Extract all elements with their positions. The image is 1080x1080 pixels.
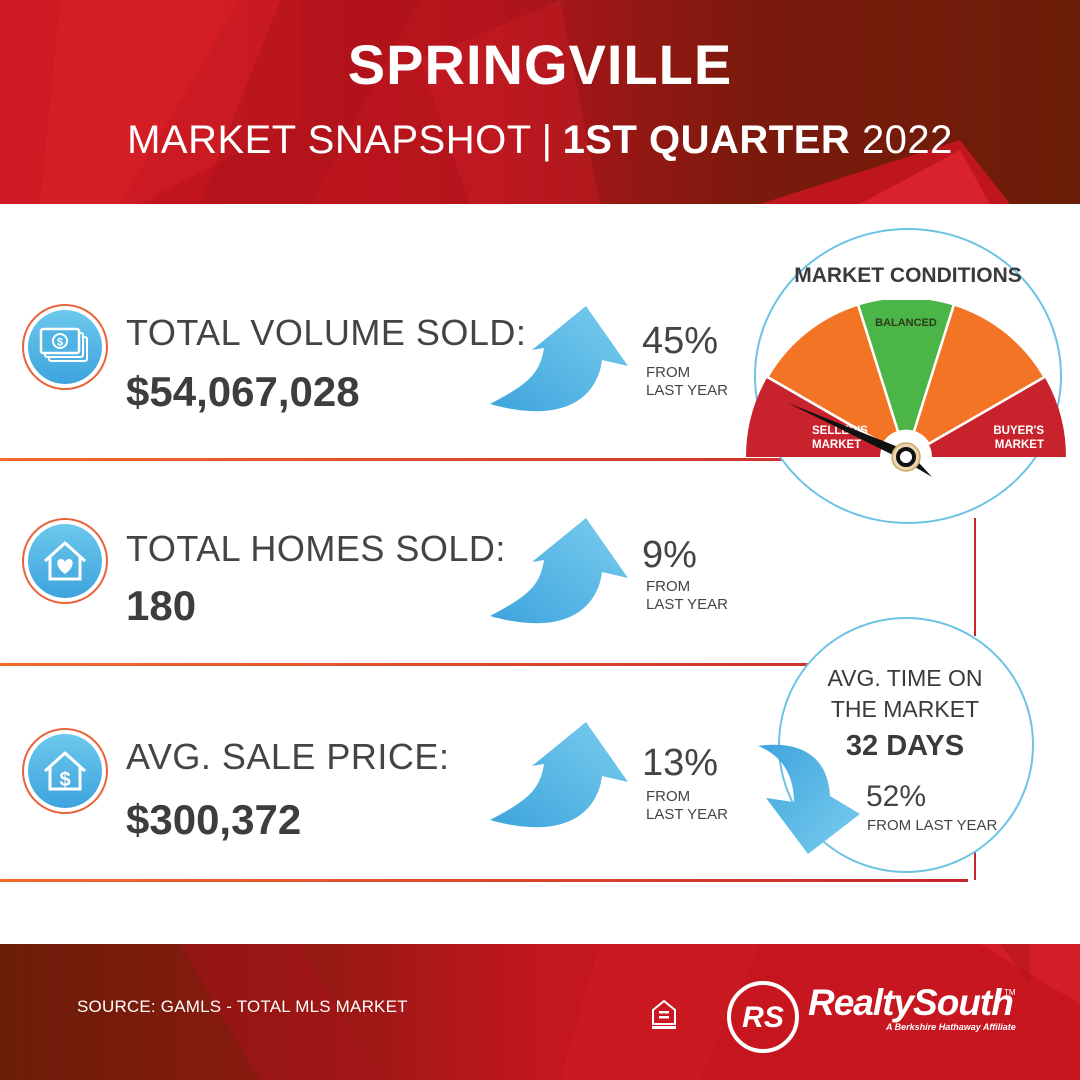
gauge-balanced-label: BALANCED (875, 317, 937, 329)
page-subtitle: MARKET SNAPSHOT | 1ST QUARTER 2022 (0, 118, 1080, 163)
market-gauge: SELLER'S MARKET BALANCED BUYER'S MARKET (746, 300, 1066, 477)
gauge-right-orange-segment (912, 302, 1047, 446)
source-note: SOURCE: GAMLS - TOTAL MLS MARKET (77, 997, 408, 1016)
time-on-market-heading: AVG. TIME ON THE MARKET (827, 665, 983, 722)
connector-line (974, 518, 976, 636)
market-conditions-title: MARKET CONDITIONS (794, 264, 1022, 287)
homes-value: 180 (126, 582, 197, 629)
price-label: AVG. SALE PRICE: (126, 736, 450, 777)
subtitle-year: 2022 (861, 118, 953, 162)
gauge-buyer-label-2: MARKET (995, 439, 1044, 451)
connector-line (974, 852, 976, 880)
homes-change: 9% (642, 534, 697, 576)
money-icon: $ (22, 304, 108, 390)
price-change: 13% (642, 742, 719, 784)
page-title: SPRINGVILLE (347, 33, 733, 96)
price-change-from: FROM LAST YEAR (646, 788, 728, 823)
time-on-market-value: 32 DAYS (845, 730, 965, 762)
homes-label: TOTAL HOMES SOLD: (126, 528, 506, 569)
logo-trademark: TM (1004, 988, 1016, 997)
svg-text:RS: RS (742, 1001, 784, 1034)
house-heart-icon (22, 518, 108, 604)
down-arrow-icon (758, 744, 860, 854)
volume-change-from: FROM LAST YEAR (646, 364, 728, 399)
stat-row-price: $ AVG. SALE PRICE: $300,372 13% FROM LAST… (0, 680, 1080, 886)
subtitle-separator: | (541, 118, 553, 162)
time-on-market-change: 52% (866, 780, 927, 813)
price-value: $300,372 (126, 796, 302, 843)
svg-text:$: $ (57, 337, 63, 349)
realtysouth-logo-icon: RS (727, 981, 799, 1053)
up-arrow-icon (490, 518, 628, 624)
up-arrow-icon (490, 722, 628, 828)
svg-text:$: $ (59, 769, 70, 791)
subtitle-quarter: 1ST QUARTER (562, 118, 851, 162)
gauge-seller-label-2: MARKET (812, 439, 861, 451)
house-dollar-icon: $ (22, 728, 108, 814)
footer-decor (180, 944, 1080, 1080)
up-arrow-icon (490, 306, 628, 412)
stat-row-homes: TOTAL HOMES SOLD: 180 9% FROM LAST YEAR (0, 470, 1080, 676)
logo-wordmark: RealtySouth (808, 982, 1014, 1023)
gauge-balanced-segment (856, 300, 956, 434)
gauge-seller-segment (746, 377, 884, 457)
header-decor (0, 0, 1010, 204)
logo-tagline: A Berkshire Hathaway Affiliate (886, 1022, 1016, 1032)
header-banner: SPRINGVILLE MARKET SNAPSHOT | 1ST QUARTER … (0, 0, 1080, 204)
subtitle-snapshot: MARKET SNAPSHOT (127, 118, 532, 162)
gauge-buyer-segment (928, 377, 1066, 457)
divider (0, 879, 968, 882)
divider (0, 458, 978, 461)
time-on-market-change-from: FROM LAST YEAR (867, 817, 998, 834)
footer-banner: SOURCE: GAMLS - TOTAL MLS MARKET RS Real… (0, 944, 1080, 1080)
homes-change-from: FROM LAST YEAR (646, 578, 728, 613)
equal-housing-opportunity-icon (652, 999, 676, 1029)
volume-label: TOTAL VOLUME SOLD: (126, 312, 527, 353)
divider (0, 663, 978, 666)
gauge-buyer-label-1: BUYER'S (993, 425, 1044, 437)
stat-row-volume: $ TOTAL VOLUME SOLD: $54,067,028 45% FRO… (0, 258, 1080, 464)
gauge-left-orange-segment (765, 302, 900, 446)
volume-change: 45% (642, 320, 719, 362)
volume-value: $54,067,028 (126, 368, 360, 415)
